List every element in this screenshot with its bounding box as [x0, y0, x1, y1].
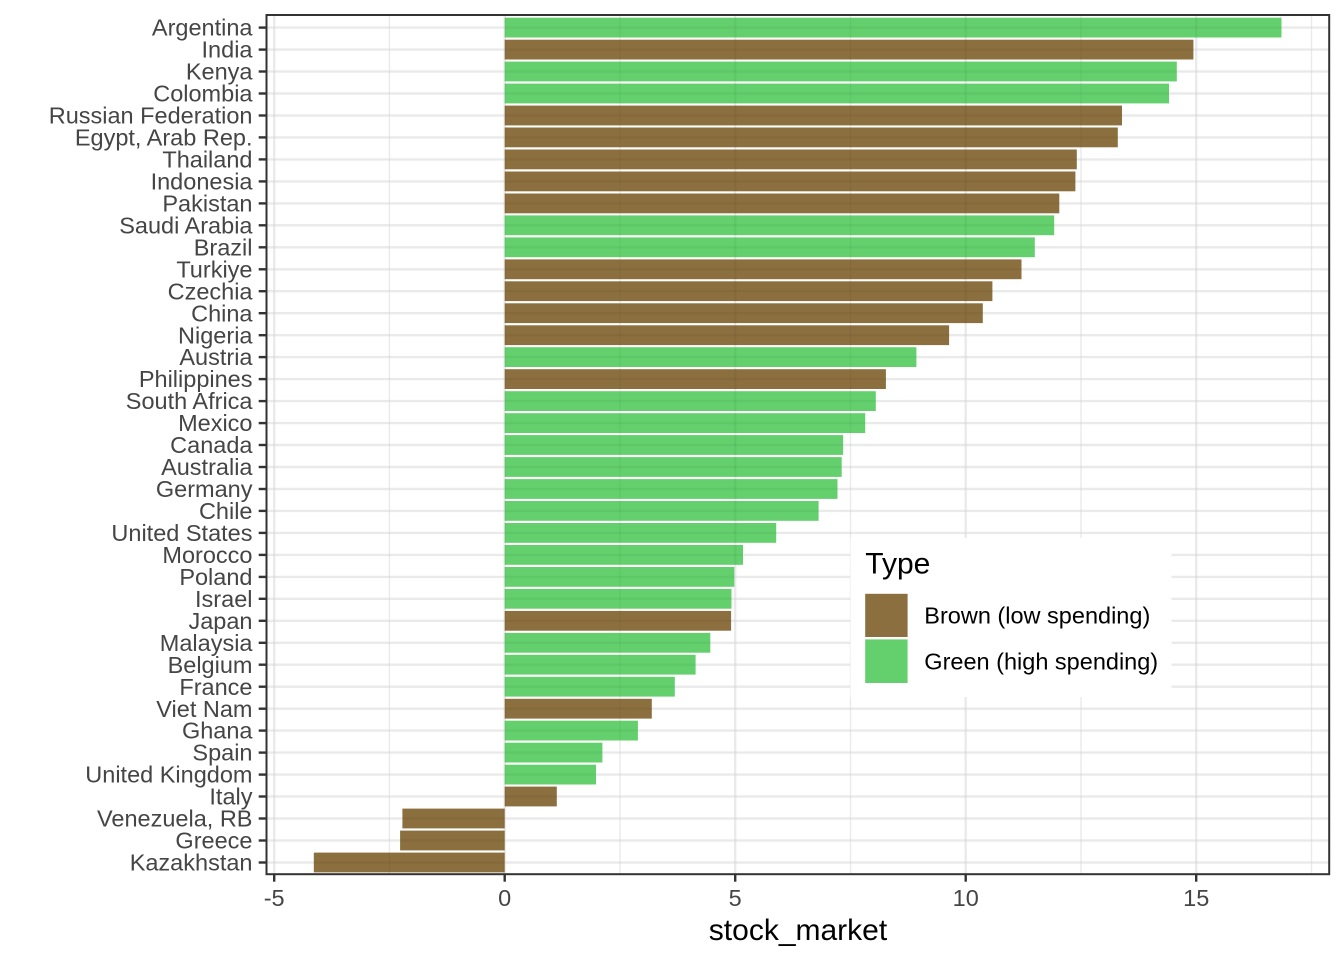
svg-text:Malaysia: Malaysia — [160, 630, 254, 656]
svg-text:Type: Type — [865, 548, 930, 581]
svg-text:Colombia: Colombia — [153, 81, 253, 107]
svg-text:Russian Federation: Russian Federation — [49, 103, 253, 129]
svg-text:stock_market: stock_market — [709, 914, 888, 947]
svg-text:Thailand: Thailand — [162, 147, 252, 173]
svg-text:Egypt, Arab Rep.: Egypt, Arab Rep. — [75, 125, 253, 151]
svg-text:Argentina: Argentina — [152, 15, 254, 41]
svg-text:Indonesia: Indonesia — [151, 169, 254, 195]
svg-text:Brown (low spending): Brown (low spending) — [924, 603, 1150, 629]
svg-text:-5: -5 — [264, 885, 285, 911]
svg-text:Venezuela, RB: Venezuela, RB — [97, 806, 252, 832]
svg-text:Kenya: Kenya — [186, 59, 254, 85]
svg-text:Brazil: Brazil — [194, 234, 253, 260]
svg-text:Viet Nam: Viet Nam — [156, 696, 252, 722]
svg-text:South Africa: South Africa — [126, 388, 254, 414]
svg-text:Spain: Spain — [192, 740, 252, 766]
svg-text:United States: United States — [111, 520, 252, 546]
svg-text:Czechia: Czechia — [168, 278, 254, 304]
svg-text:Philippines: Philippines — [139, 366, 253, 392]
svg-text:Ghana: Ghana — [182, 718, 253, 744]
svg-text:Morocco: Morocco — [162, 542, 252, 568]
svg-text:Mexico: Mexico — [178, 410, 252, 436]
svg-text:Japan: Japan — [188, 608, 252, 634]
svg-text:Nigeria: Nigeria — [178, 322, 253, 348]
svg-text:Turkiye: Turkiye — [176, 256, 252, 282]
svg-text:India: India — [202, 37, 254, 63]
svg-text:Green (high spending): Green (high spending) — [924, 648, 1158, 674]
svg-text:Germany: Germany — [156, 476, 253, 502]
svg-text:Kazakhstan: Kazakhstan — [130, 850, 253, 876]
svg-text:Italy: Italy — [209, 784, 252, 810]
svg-text:Saudi Arabia: Saudi Arabia — [119, 212, 253, 238]
svg-text:Belgium: Belgium — [168, 652, 253, 678]
svg-text:United Kingdom: United Kingdom — [85, 762, 252, 788]
svg-text:0: 0 — [498, 885, 511, 911]
svg-text:China: China — [191, 300, 253, 326]
svg-text:Israel: Israel — [195, 586, 252, 612]
svg-text:France: France — [179, 674, 252, 700]
svg-text:Chile: Chile — [199, 498, 253, 524]
svg-text:Pakistan: Pakistan — [162, 191, 252, 217]
svg-text:5: 5 — [729, 885, 742, 911]
svg-text:Poland: Poland — [179, 564, 252, 590]
svg-text:10: 10 — [953, 885, 979, 911]
svg-text:Canada: Canada — [170, 432, 253, 458]
svg-text:Australia: Australia — [161, 454, 253, 480]
svg-text:Austria: Austria — [179, 344, 253, 370]
svg-text:15: 15 — [1183, 885, 1209, 911]
svg-text:Greece: Greece — [175, 828, 252, 854]
